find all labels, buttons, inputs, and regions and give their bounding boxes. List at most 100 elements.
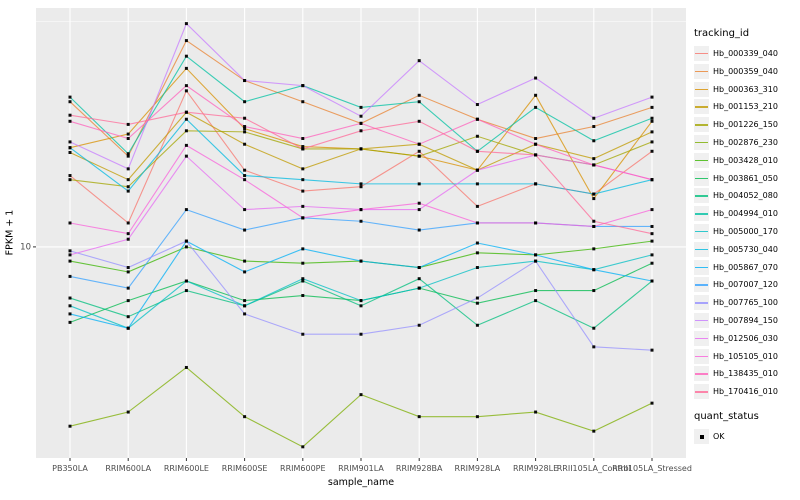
series-line-icon (695, 319, 708, 322)
legend-entry: Hb_007894_150 (694, 312, 798, 328)
data-point (650, 140, 654, 144)
legend-entry: Hb_004052_080 (694, 188, 798, 204)
data-point (184, 239, 188, 243)
series-color-key (694, 206, 709, 222)
legend-entry: Hb_001226_150 (694, 117, 798, 133)
legend-entry: Hb_003428_010 (694, 152, 798, 168)
legend-label: Hb_007765_100 (713, 298, 778, 308)
legend-entry: Hb_000359_040 (694, 63, 798, 79)
data-point (417, 286, 421, 290)
data-point (534, 153, 538, 157)
data-point (592, 326, 596, 330)
data-point (301, 332, 305, 336)
legend-entry: Hb_005000_170 (694, 223, 798, 239)
data-point (243, 270, 247, 274)
data-point (359, 304, 363, 308)
data-point (68, 320, 72, 324)
data-point (592, 125, 596, 129)
data-point (68, 95, 72, 99)
x-tick-label: RRIM600LA (105, 464, 151, 473)
data-point (650, 119, 654, 123)
data-point (592, 268, 596, 272)
data-point (359, 182, 363, 186)
legend-entry: Hb_170416_010 (694, 384, 798, 400)
data-point (301, 279, 305, 283)
data-point (301, 145, 305, 149)
y-tick-label: 10 (20, 243, 31, 253)
data-point (417, 93, 421, 97)
data-point (592, 116, 596, 120)
data-point (359, 259, 363, 263)
data-point (68, 178, 72, 182)
series-line-icon (695, 355, 708, 357)
data-point (68, 424, 72, 428)
series-line-icon (695, 88, 708, 90)
data-point (475, 301, 479, 305)
data-point (301, 277, 305, 281)
series-color-key (694, 170, 709, 186)
data-point (243, 127, 247, 131)
data-point (650, 95, 654, 99)
data-point (243, 208, 247, 212)
legend-entry: Hb_012506_030 (694, 330, 798, 346)
legend-label: Hb_003428_010 (713, 155, 778, 165)
data-point (417, 142, 421, 146)
data-point (126, 122, 130, 126)
data-point (475, 134, 479, 138)
data-point (301, 189, 305, 193)
x-axis-title: sample_name (327, 477, 395, 488)
data-point (417, 182, 421, 186)
series-color-key (694, 46, 709, 61)
data-point (68, 304, 72, 308)
data-point (534, 289, 538, 293)
legend-entry: Hb_007007_120 (694, 277, 798, 293)
data-point (126, 299, 130, 303)
data-point (650, 224, 654, 228)
series-color-key (694, 81, 709, 97)
data-point (650, 208, 654, 212)
data-point (475, 323, 479, 327)
series-line-icon (695, 266, 708, 268)
data-point (184, 117, 188, 121)
data-point (650, 149, 654, 153)
quant-status-key (694, 429, 709, 445)
series-color-key (694, 223, 709, 239)
data-point (243, 116, 247, 120)
data-point (68, 100, 72, 104)
data-point (417, 266, 421, 270)
data-point (68, 249, 72, 253)
data-point (534, 221, 538, 225)
data-point (359, 393, 363, 397)
data-point (650, 401, 654, 405)
data-point (417, 415, 421, 419)
data-point (301, 445, 305, 449)
legend-entry: Hb_003861_050 (694, 170, 798, 186)
legend-label: Hb_170416_010 (713, 387, 778, 397)
data-point (592, 157, 596, 161)
data-point (68, 221, 72, 225)
data-point (126, 221, 130, 225)
data-point (475, 168, 479, 172)
data-point (417, 100, 421, 104)
legend-label: Hb_001226_150 (713, 120, 778, 130)
data-point (243, 228, 247, 232)
legend-entry: Hb_002876_230 (694, 134, 798, 150)
data-point (243, 130, 247, 134)
data-point (68, 146, 72, 150)
x-tick-label: RRIM600LE (164, 464, 209, 473)
data-point (534, 410, 538, 414)
data-point (126, 132, 130, 136)
legend-label: OK (713, 432, 725, 442)
data-point (68, 174, 72, 178)
data-point (243, 312, 247, 316)
data-point (184, 110, 188, 114)
series-line-icon (695, 141, 708, 144)
data-point (243, 304, 247, 308)
data-point (534, 259, 538, 263)
data-point (534, 137, 538, 141)
legend-entry: Hb_007765_100 (694, 295, 798, 311)
data-point (475, 221, 479, 225)
legend-label: Hb_138435_010 (713, 369, 778, 379)
data-point (126, 154, 130, 158)
